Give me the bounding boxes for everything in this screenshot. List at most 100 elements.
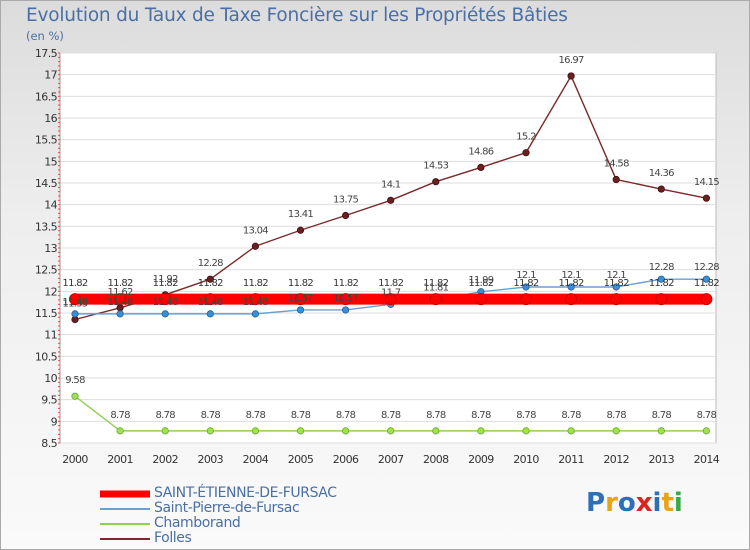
data-point — [520, 293, 532, 306]
y-tick-label: 9 — [51, 415, 58, 428]
data-point — [339, 293, 352, 306]
x-tick-label: 2001 — [107, 453, 133, 466]
data-point — [341, 211, 350, 220]
legend-swatch — [100, 537, 150, 540]
y-tick-label: 9.5 — [41, 394, 57, 407]
data-point — [296, 306, 305, 314]
data-label: 14.15 — [694, 177, 719, 188]
data-point — [565, 293, 578, 306]
y-tick-label: 11.5 — [35, 307, 58, 320]
data-point — [251, 310, 259, 318]
data-point — [296, 226, 305, 234]
data-point — [294, 293, 307, 306]
data-point — [251, 427, 259, 435]
y-tick-label: 8.5 — [41, 437, 57, 450]
data-label: 11.82 — [333, 278, 358, 289]
data-point — [657, 427, 665, 435]
data-point — [655, 293, 668, 306]
data-label: 11.99 — [468, 275, 493, 286]
logo-letter: i — [673, 488, 683, 518]
data-label: 11.82 — [288, 278, 313, 289]
data-label: 11.81 — [423, 283, 448, 294]
data-label: 14.36 — [649, 168, 674, 179]
data-point — [161, 427, 169, 435]
data-point — [612, 427, 620, 435]
data-label: 14.58 — [604, 159, 629, 170]
data-point — [567, 283, 575, 291]
data-label: 11.82 — [423, 278, 448, 289]
data-point — [477, 427, 485, 435]
y-tick-label: 16 — [44, 112, 57, 125]
legend-label: Chamborand — [154, 515, 241, 531]
x-tick-label: 2007 — [378, 453, 404, 466]
data-label: 8.78 — [336, 410, 356, 421]
x-tick-label: 2003 — [197, 453, 223, 466]
data-label: 11.57 — [333, 293, 358, 304]
x-tick-label: 2012 — [603, 453, 629, 466]
data-label: 11.82 — [694, 278, 719, 289]
data-label: 11.82 — [243, 278, 268, 289]
data-point — [116, 427, 124, 435]
data-point — [702, 194, 711, 202]
y-tick-label: 14 — [44, 199, 57, 212]
data-point — [700, 293, 713, 306]
data-label: 11.57 — [288, 293, 313, 304]
data-label: 8.78 — [652, 410, 672, 421]
data-label: 11.92 — [153, 274, 178, 285]
legend-swatch — [100, 522, 150, 525]
data-point — [161, 310, 169, 318]
data-label: 8.78 — [426, 410, 446, 421]
data-label: 8.78 — [110, 410, 130, 421]
x-tick-label: 2009 — [468, 453, 494, 466]
y-tick-label: 16.5 — [35, 90, 58, 103]
data-label: 11.82 — [604, 278, 629, 289]
data-point — [657, 185, 665, 193]
data-label: 11.48 — [153, 297, 178, 308]
legend: SAINT-ÉTIENNE-DE-FURSAC Saint-Pierre-de-F… — [100, 485, 460, 546]
data-label: 8.78 — [291, 410, 311, 421]
unit-label: (en %) — [26, 29, 64, 43]
x-tick-label: 2004 — [243, 453, 269, 466]
legend-swatch — [100, 490, 150, 497]
data-point — [567, 427, 575, 435]
chart-title: Evolution du Taux de Taxe Foncière sur l… — [26, 5, 568, 26]
data-label: 11.82 — [378, 278, 403, 289]
legend-label: Folles — [154, 530, 192, 546]
data-point — [384, 293, 397, 306]
x-tick-label: 2000 — [62, 453, 88, 466]
data-label: 13.04 — [243, 225, 268, 236]
data-point — [612, 175, 620, 184]
y-tick-label: 15.5 — [35, 134, 58, 147]
logo-letter: t — [661, 488, 674, 518]
data-point — [567, 72, 575, 80]
legend-label: Saint-Pierre-de-Fursac — [154, 500, 300, 516]
data-label: 12.28 — [694, 262, 719, 273]
data-point — [159, 293, 172, 306]
y-tick-label: 15 — [44, 155, 57, 168]
data-label: 13.41 — [288, 209, 313, 220]
data-label: 14.86 — [468, 146, 493, 157]
data-label: 15.2 — [516, 132, 536, 143]
data-point — [387, 427, 395, 435]
data-point — [206, 310, 214, 318]
y-tick-label: 13 — [44, 242, 57, 255]
data-point — [657, 275, 665, 283]
data-label: 11.62 — [108, 287, 133, 298]
data-label: 8.78 — [561, 410, 581, 421]
data-label: 11.82 — [649, 278, 674, 289]
chart-svg: 8.5 9 9.5 10 10.5 11 11.5 12 12.5 13 13.5 14 14.5 15 1… — [35, 47, 720, 466]
data-label: 11.82 — [108, 278, 133, 289]
data-label: 11.82 — [468, 278, 493, 289]
y-tick-label: 11 — [44, 329, 57, 342]
data-point — [387, 196, 395, 204]
data-label: 11.82 — [513, 278, 538, 289]
x-tick-label: 2008 — [423, 453, 449, 466]
data-label: 11.82 — [198, 278, 223, 289]
y-tick-label: 12 — [44, 285, 57, 298]
data-point — [612, 283, 620, 291]
data-label: 11.48 — [108, 297, 133, 308]
data-label: 11.48 — [243, 297, 268, 308]
data-point — [69, 293, 81, 306]
data-point — [71, 392, 79, 400]
legend-label: SAINT-ÉTIENNE-DE-FURSAC — [154, 485, 337, 501]
